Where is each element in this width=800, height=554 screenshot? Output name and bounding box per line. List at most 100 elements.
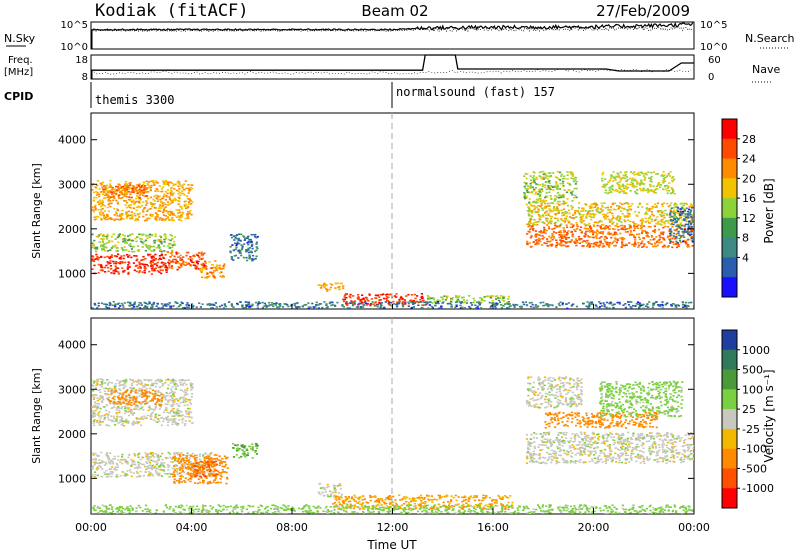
heatmap-cell <box>102 246 105 248</box>
heatmap-cell <box>530 235 533 237</box>
heatmap-cell <box>338 286 341 288</box>
heatmap-cell <box>636 183 639 185</box>
heatmap-cell <box>565 233 568 236</box>
heatmap-cell <box>603 304 606 306</box>
heatmap-cell <box>132 412 135 414</box>
heatmap-cell <box>171 421 174 423</box>
heatmap-cell <box>679 227 682 229</box>
heatmap-cell <box>520 305 523 308</box>
heatmap-cell <box>167 421 170 423</box>
heatmap-cell <box>372 303 375 305</box>
heatmap-cell <box>158 205 161 208</box>
heatmap-cell <box>146 217 149 220</box>
heatmap-cell <box>129 386 132 389</box>
heatmap-cell <box>138 452 141 455</box>
heatmap-cell <box>152 301 156 304</box>
heatmap-cell <box>431 306 434 309</box>
heatmap-cell <box>186 407 190 410</box>
heatmap-cell <box>106 397 109 399</box>
heatmap-cell <box>437 299 440 301</box>
heatmap-cell <box>124 475 127 477</box>
heatmap-cell <box>239 249 242 252</box>
heatmap-cell <box>690 222 693 225</box>
heatmap-cell <box>532 229 535 231</box>
heatmap-cell <box>317 304 320 306</box>
heatmap-cell <box>683 230 686 233</box>
heatmap-cell <box>122 387 125 390</box>
heatmap-cell <box>341 305 344 307</box>
heatmap-cell <box>361 298 364 301</box>
heatmap-cell <box>156 460 159 462</box>
heatmap-cell <box>456 298 459 301</box>
heatmap-cell <box>611 234 614 236</box>
heatmap-cell <box>94 409 97 412</box>
noise-series-lines <box>90 21 694 49</box>
heatmap-cell <box>532 189 535 192</box>
heatmap-cell <box>558 188 561 190</box>
heatmap-cell <box>466 299 469 302</box>
heatmap-cell <box>210 271 213 274</box>
heatmap-cell <box>559 231 563 234</box>
heatmap-cell <box>588 304 591 306</box>
heatmap-cell <box>138 206 141 209</box>
heatmap-cell <box>135 421 138 423</box>
heatmap-cell <box>137 249 141 251</box>
heatmap-cell <box>164 235 167 238</box>
heatmap-cell <box>140 416 143 418</box>
heatmap-cell <box>136 258 139 261</box>
heatmap-cell <box>552 207 555 209</box>
heatmap-cell <box>618 303 621 305</box>
heatmap-cell <box>101 191 104 193</box>
heatmap-cell <box>114 268 118 270</box>
heatmap-cell <box>479 297 482 299</box>
heatmap-cell <box>404 302 407 304</box>
heatmap-cell <box>108 460 111 463</box>
heatmap-cell <box>549 210 553 213</box>
heatmap-cell <box>514 303 518 306</box>
heatmap-cell <box>100 217 103 220</box>
heatmap-cell <box>377 303 380 306</box>
heatmap-cell <box>594 241 597 244</box>
heatmap-cell <box>188 454 191 457</box>
heatmap-cell <box>107 388 110 390</box>
heatmap-cell <box>97 468 100 470</box>
heatmap-cell <box>145 191 148 193</box>
heatmap-cell <box>110 388 113 390</box>
heatmap-cell <box>189 265 192 267</box>
heatmap-cell <box>430 297 433 299</box>
heatmap-cell <box>163 183 166 186</box>
heatmap-cell <box>654 192 657 194</box>
heatmap-cell <box>177 203 180 205</box>
heatmap-cell <box>274 304 277 306</box>
heatmap-cell <box>103 205 106 207</box>
heatmap-cell <box>586 301 589 303</box>
heatmap-cell <box>220 268 223 270</box>
heatmap-cell <box>535 242 538 245</box>
heatmap-cell <box>659 213 662 216</box>
heatmap-cell <box>454 301 458 304</box>
heatmap-cell <box>109 200 112 202</box>
heatmap-cell <box>654 188 657 191</box>
heatmap-cell <box>553 237 556 239</box>
heatmap-cell <box>122 218 125 220</box>
heatmap-cell <box>179 381 182 384</box>
heatmap-cell <box>557 196 560 199</box>
heatmap-cell <box>126 398 129 401</box>
heatmap-cell <box>318 284 322 286</box>
heatmap-cell <box>121 261 124 263</box>
heatmap-cell <box>560 237 564 239</box>
heatmap-cell <box>542 215 545 218</box>
heatmap-cell <box>385 298 388 300</box>
heatmap-cell <box>430 305 433 308</box>
heatmap-cell <box>144 452 147 454</box>
heatmap-cell <box>178 461 181 463</box>
heatmap-cell <box>92 461 95 464</box>
heatmap-cell <box>523 192 526 194</box>
heatmap-cell <box>544 207 547 209</box>
heatmap-cell <box>114 269 117 271</box>
heatmap-cell <box>186 452 189 455</box>
heatmap-cell <box>671 221 674 224</box>
heatmap-cell <box>614 244 617 247</box>
heatmap-cell <box>614 231 617 234</box>
heatmap-cell <box>681 212 684 215</box>
